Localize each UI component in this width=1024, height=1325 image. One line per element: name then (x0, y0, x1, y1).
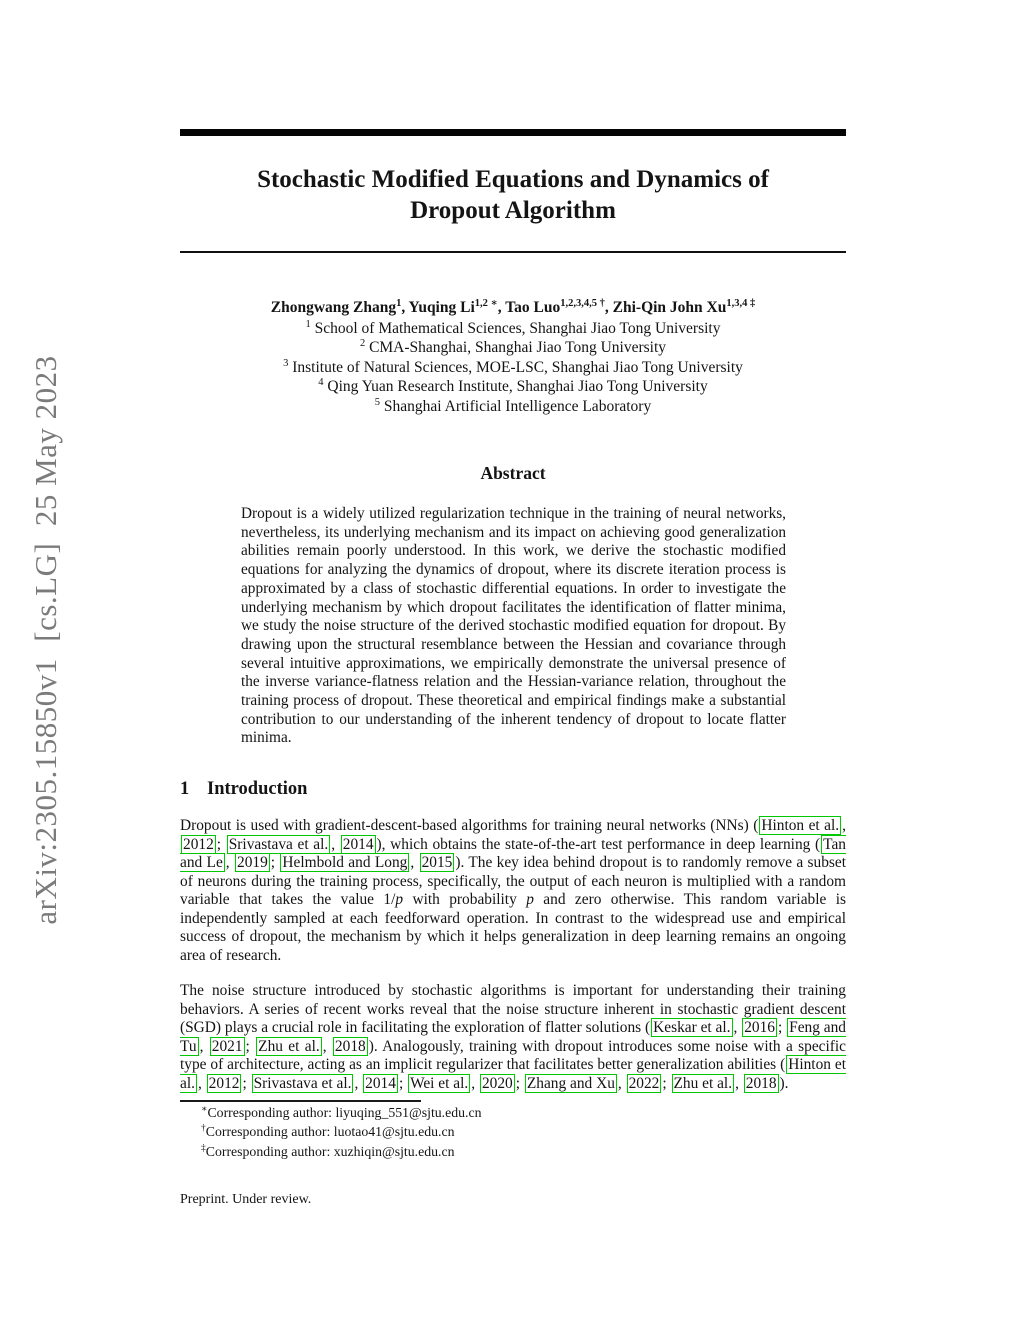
citation-link[interactable]: Keskar et al. (651, 1018, 733, 1038)
section-heading-introduction: 1 Introduction (180, 779, 846, 800)
author-block: Zhongwang Zhang1, Yuqing Li1,2 ∗, Tao Lu… (180, 298, 846, 416)
math-variable: p (526, 891, 534, 909)
citation-link[interactable]: 2020 (479, 1073, 515, 1093)
superscript-mark: 1,2 ∗ (474, 297, 498, 309)
affiliation-line: 4 Qing Yuan Research Institute, Shanghai… (318, 376, 708, 395)
author-line: Zhongwang Zhang1, Yuqing Li1,2 ∗, Tao Lu… (270, 297, 756, 316)
superscript-mark: ‡ (201, 1143, 206, 1154)
citation-link[interactable]: 2012 (206, 1073, 242, 1093)
affiliation-line: 1 School of Mathematical Sciences, Shang… (305, 318, 721, 337)
superscript-mark: 3 (283, 357, 289, 369)
math-variable: p (395, 891, 404, 909)
citation-link[interactable]: 2021 (209, 1036, 245, 1056)
top-rule (180, 129, 846, 136)
citation-link[interactable]: 2022 (626, 1073, 662, 1093)
citation-link[interactable]: Tan and Le (180, 834, 846, 873)
citation-link[interactable]: 2012 (181, 834, 216, 854)
citation-link[interactable]: 2014 (363, 1073, 398, 1093)
citation-link[interactable]: Srivastava et al. (226, 834, 331, 854)
superscript-mark: ∗ (201, 1104, 208, 1115)
footnote-line: ‡Corresponding author: xuzhiqin@sjtu.edu… (201, 1143, 455, 1159)
superscript-mark: 1,2,3,4,5 † (560, 297, 605, 309)
citation-link[interactable]: Wei et al. (408, 1073, 471, 1093)
superscript-mark: 2 (359, 337, 366, 349)
superscript-mark: 4 (318, 376, 324, 388)
footnote-rule (180, 1100, 421, 1102)
citation-link[interactable]: 2019 (235, 853, 270, 873)
affiliation-line: 5 Shanghai Artificial Intelligence Labor… (374, 396, 652, 415)
intro-paragraph-1: Dropout is used with gradient-descent-ba… (180, 816, 847, 964)
footnote-line: †Corresponding author: luotao41@sjtu.edu… (201, 1123, 455, 1140)
superscript-mark: 1 (396, 297, 402, 309)
intro-paragraph-2: The noise structure introduced by stocha… (180, 982, 847, 1093)
superscript-mark: 5 (374, 396, 381, 408)
affiliation-line: 3 Institute of Natural Sciences, MOE-LSC… (283, 357, 743, 376)
paper-page: Stochastic Modified Equations and Dynami… (180, 0, 847, 1208)
footnote-line: ∗Corresponding author: liyuqing_551@sjtu… (201, 1104, 482, 1120)
citation-link[interactable]: 2018 (743, 1073, 779, 1093)
citation-link[interactable]: Hinton et al. (180, 1055, 847, 1093)
affiliation-line: 2 CMA-Shanghai, Shanghai Jiao Tong Unive… (359, 337, 667, 356)
paper-title: Stochastic Modified Equations and Dynami… (257, 166, 769, 224)
abstract-text: Dropout is a widely utilized regularizat… (241, 505, 786, 747)
section-number: 1 (180, 779, 190, 800)
superscript-mark: † (201, 1123, 206, 1134)
citation-link[interactable]: Feng and Tu (180, 1018, 846, 1056)
arxiv-watermark: arXiv:2305.15850v1 [cs.LG] 25 May 2023 (28, 355, 63, 925)
superscript-mark: 1 (305, 318, 311, 330)
title-rule (180, 251, 846, 253)
abstract-heading: Abstract (480, 463, 546, 483)
citation-link[interactable]: Zhang and Xu (524, 1073, 617, 1093)
section-title: Introduction (207, 779, 308, 800)
superscript-mark: 1,3,4 ‡ (726, 297, 756, 309)
citation-link[interactable]: Helmbold and Long (280, 853, 410, 873)
citation-link[interactable]: 2018 (332, 1036, 368, 1056)
citation-link[interactable]: 2016 (742, 1018, 777, 1038)
citation-link[interactable]: Zhu et al. (671, 1073, 735, 1093)
citation-link[interactable]: 2014 (340, 834, 376, 854)
citation-link[interactable]: 2015 (419, 853, 455, 873)
citation-link[interactable]: Hinton et al. (759, 816, 842, 836)
citation-link[interactable]: Zhu et al. (256, 1036, 322, 1056)
citation-link[interactable]: Srivastava et al. (251, 1073, 354, 1093)
preprint-note: Preprint. Under review. (180, 1192, 312, 1208)
